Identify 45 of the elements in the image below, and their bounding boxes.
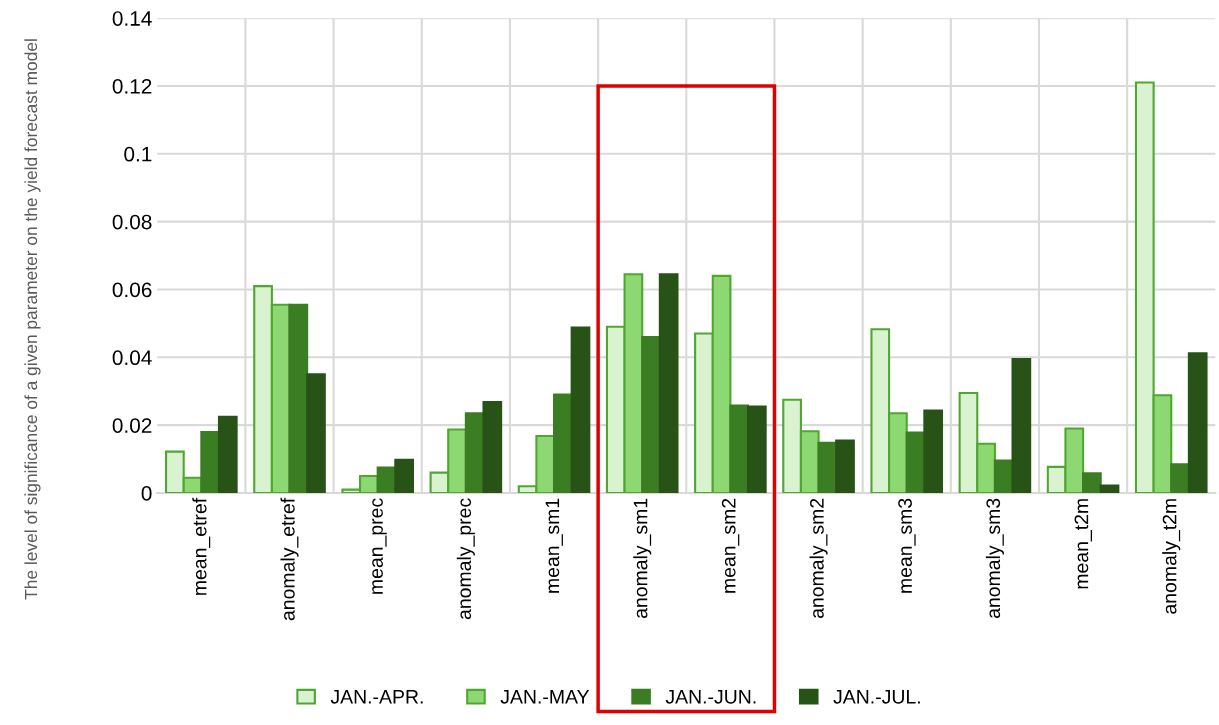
bar xyxy=(217,415,238,493)
x-tick-label: anomaly_prec xyxy=(456,498,475,620)
x-tick-label: anomaly_sm1 xyxy=(633,498,652,619)
legend-label: JAN.-JUL. xyxy=(833,690,920,704)
bar xyxy=(1187,352,1208,493)
bar xyxy=(729,404,750,493)
y-tick-label: 0.08 xyxy=(112,214,152,230)
x-tick-label: anomaly_sm2 xyxy=(809,498,828,619)
x-tick-label: mean_sm1 xyxy=(545,498,563,593)
legend-label: JAN.-APR. xyxy=(330,690,423,704)
bar xyxy=(641,335,661,493)
x-tick-label: anomaly_t2m xyxy=(1162,499,1181,614)
y-tick-label: 0.12 xyxy=(112,78,152,94)
y-tick-label: 0.02 xyxy=(112,418,152,433)
bar xyxy=(835,439,855,493)
bar xyxy=(1170,463,1190,493)
x-tick-label: mean_sm2 xyxy=(721,498,740,593)
bar xyxy=(923,409,944,493)
bar xyxy=(746,405,767,493)
y-tick-label: 0.14 xyxy=(112,11,152,26)
y-tick-label: 0 xyxy=(141,486,152,501)
bar xyxy=(553,393,573,493)
bar xyxy=(1099,484,1120,493)
y-tick-label: 0.06 xyxy=(112,282,152,298)
x-tick-label: anomaly_etref xyxy=(280,497,299,621)
bar xyxy=(993,459,1014,493)
legend-label: JAN.-MAY xyxy=(500,690,590,704)
x-tick-label: mean_etref xyxy=(192,497,211,595)
y-tick-label: 0.04 xyxy=(112,350,152,366)
bar xyxy=(1082,472,1102,493)
bar xyxy=(306,373,326,493)
y-axis-title: The level of significance of a given parameter on the yield forecast model xyxy=(24,39,41,600)
legend-label: JAN.-JUN. xyxy=(665,690,756,704)
bar xyxy=(200,430,221,493)
y-tick-label: 0.1 xyxy=(124,146,152,162)
x-tick-label: anomaly_sm3 xyxy=(985,498,1004,619)
x-tick-label: mean_sm3 xyxy=(898,498,916,593)
bar xyxy=(658,273,679,493)
bar xyxy=(288,303,309,493)
bar xyxy=(570,326,591,493)
x-tick-label: mean_prec xyxy=(372,498,387,594)
bar xyxy=(1011,357,1032,493)
bar xyxy=(394,458,414,493)
x-tick-label: mean_t2m xyxy=(1074,499,1092,589)
bar xyxy=(482,401,503,493)
